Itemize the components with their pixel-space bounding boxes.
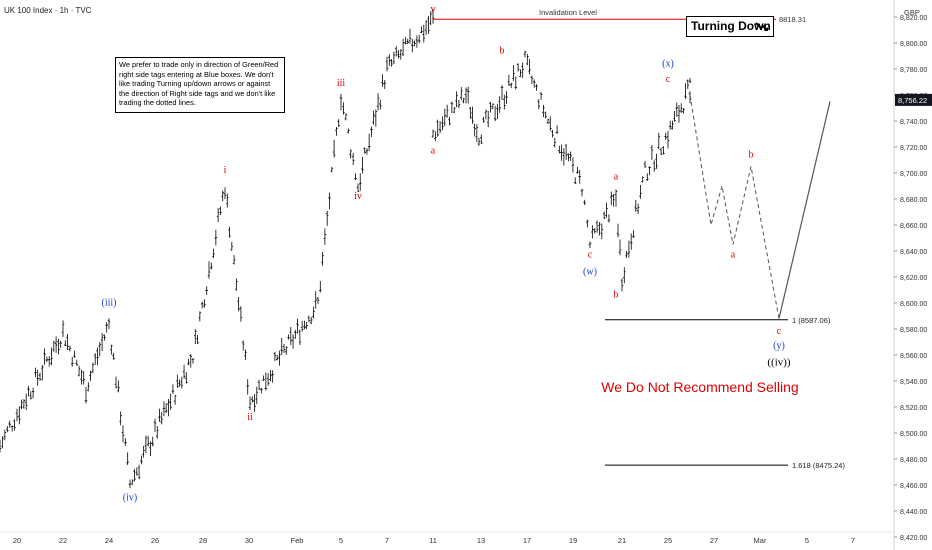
y-tick-label: 8,700.00: [900, 171, 927, 178]
fib-target-label: 1.618 (8475.24): [792, 461, 845, 470]
wave-label: (iii): [102, 298, 117, 309]
x-tick-label: Mar: [754, 536, 767, 545]
y-tick-label: 8,540.00: [900, 379, 927, 386]
y-tick-label: 8,520.00: [900, 405, 927, 412]
projection-dotted-path: [690, 95, 779, 319]
y-tick-label: 8,640.00: [900, 249, 927, 256]
wave-label: b: [749, 149, 754, 160]
y-tick-label: 8,580.00: [900, 327, 927, 334]
arrow-down-right-icon: [755, 21, 769, 33]
wave-label: b: [614, 290, 619, 301]
y-tick-label: 8,680.00: [900, 197, 927, 204]
wave-label: ii: [247, 412, 253, 423]
x-tick-label: 25: [664, 536, 672, 545]
wave-label: b: [500, 45, 505, 56]
wave-label: iv: [354, 191, 362, 202]
x-tick-label: 5: [339, 536, 343, 545]
y-tick-label: 8,500.00: [900, 431, 927, 438]
wave-label: c: [777, 326, 782, 337]
warning-text: We Do Not Recommend Selling: [601, 379, 798, 395]
wave-label: iii: [337, 78, 346, 89]
fib-target-label: 1 (8587.06): [792, 316, 831, 325]
x-tick-label: 5: [805, 536, 809, 545]
invalidation-label: Invalidation Level: [539, 8, 597, 17]
currency-label: GBP: [904, 8, 920, 17]
wave-label: (y): [773, 340, 785, 351]
y-tick-label: 8,420.00: [900, 535, 927, 542]
x-tick-label: 21: [618, 536, 626, 545]
y-tick-label: 8,480.00: [900, 457, 927, 464]
x-tick-label: 17: [523, 536, 531, 545]
x-tick-label: 11: [429, 536, 437, 545]
last-price-label: 8,756.22: [898, 96, 927, 105]
y-tick-label: 8,440.00: [900, 509, 927, 516]
y-tick-label: 8,620.00: [900, 275, 927, 282]
wave-label: a: [731, 249, 736, 260]
wave-label: c: [666, 74, 671, 85]
wave-label: (w): [583, 266, 597, 277]
wave-label: (iv): [123, 493, 137, 504]
trading-note: We prefer to trade only in direction of …: [115, 57, 285, 113]
x-tick-label: 20: [13, 536, 21, 545]
x-tick-label: 30: [245, 536, 253, 545]
x-tick-label: 27: [710, 536, 718, 545]
wave-label: ((iv)): [767, 356, 791, 368]
y-tick-label: 8,460.00: [900, 483, 927, 490]
x-tick-label: 26: [151, 536, 159, 545]
y-tick-label: 8,660.00: [900, 223, 927, 230]
x-tick-label: 13: [477, 536, 485, 545]
x-tick-label: 7: [851, 536, 855, 545]
y-tick-label: 8,800.00: [900, 41, 927, 48]
x-tick-label: 24: [105, 536, 113, 545]
x-tick-label: Feb: [291, 536, 304, 545]
wave-label: a: [614, 171, 619, 182]
wave-label: a: [431, 145, 436, 156]
x-tick-label: 7: [385, 536, 389, 545]
y-tick-label: 8,720.00: [900, 145, 927, 152]
wave-label: c: [588, 249, 593, 260]
turning-down-badge: Turning Down: [686, 16, 774, 37]
invalidation-value: 8818.31: [779, 15, 806, 24]
wave-label: v: [431, 4, 436, 15]
y-tick-label: 8,780.00: [900, 67, 927, 74]
y-tick-label: 8,600.00: [900, 301, 927, 308]
y-tick-label: 8,560.00: [900, 353, 927, 360]
x-tick-label: 22: [59, 536, 67, 545]
projection-solid-path: [779, 101, 830, 318]
wave-label: (x): [662, 58, 674, 69]
y-tick-label: 8,740.00: [900, 119, 927, 126]
x-tick-label: 28: [199, 536, 207, 545]
wave-label: i: [224, 165, 227, 176]
x-tick-label: 19: [569, 536, 577, 545]
